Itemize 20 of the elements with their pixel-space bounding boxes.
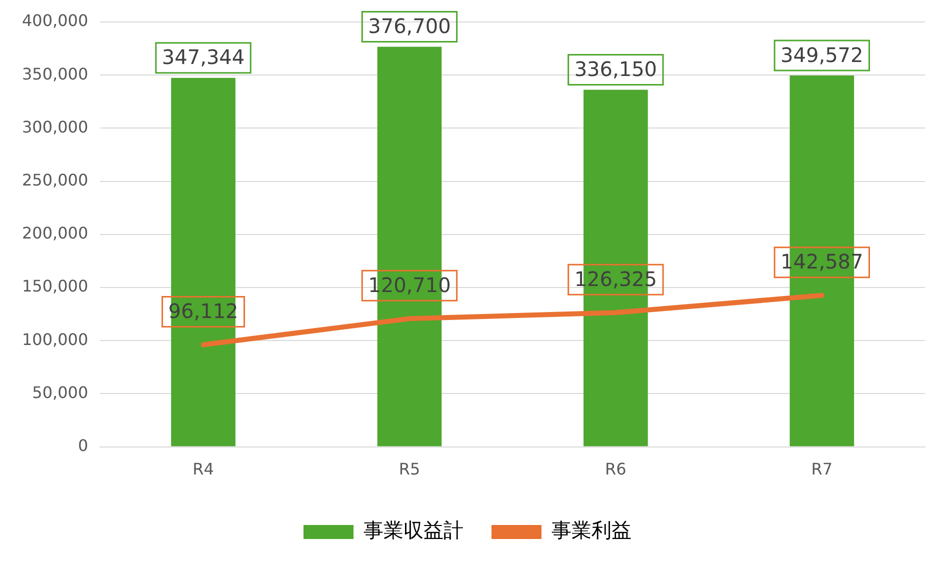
y-tick-label: 200,000 [22,224,88,243]
y-tick-label: 400,000 [22,11,88,30]
y-tick-label: 350,000 [22,64,88,84]
data-label: 347,344 [162,45,245,70]
x-tick-label: R6 [605,460,626,479]
x-tick-label: R7 [811,460,833,479]
y-tick-label: 100,000 [22,330,88,349]
x-tick-label: R4 [192,460,214,479]
y-tick-label: 0 [78,436,88,455]
legend-label: 事業利益 [552,518,632,542]
data-label: 376,700 [368,14,451,38]
x-tick-label: R5 [398,460,420,479]
data-label: 349,572 [780,42,864,67]
y-tick-label: 50,000 [32,382,88,402]
y-tick-label: 150,000 [22,276,88,296]
data-label: 336,150 [574,57,658,82]
y-tick-label: 250,000 [22,170,88,190]
y-tick-label: 300,000 [22,117,88,136]
legend-label: 事業収益計 [364,518,464,542]
bar [171,78,236,446]
